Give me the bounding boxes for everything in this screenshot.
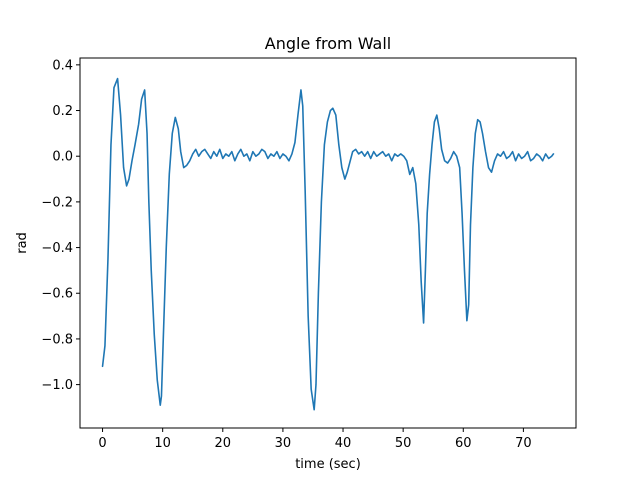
x-tick-label: 40 (335, 436, 352, 451)
x-axis: 0 10 20 30 40 50 60 70 (98, 428, 532, 451)
x-tick-label: 20 (215, 436, 232, 451)
y-tick-label: −0.6 (41, 287, 73, 302)
y-tick-label: −0.4 (41, 241, 73, 256)
axes-frame (79, 57, 577, 429)
x-tick-label: 50 (395, 436, 412, 451)
x-axis-label: time (sec) (295, 457, 361, 472)
plot-area (101, 77, 555, 411)
y-tick-label: 0.2 (52, 104, 73, 119)
x-tick-label: 10 (154, 436, 171, 451)
y-axis: 0.4 0.2 0.0 −0.2 −0.4 −0.6 −0.8 −1.0 (41, 58, 80, 393)
x-tick-label: 0 (98, 436, 106, 451)
y-tick-label: −1.0 (41, 378, 73, 393)
y-tick-label: 0.4 (52, 58, 73, 73)
y-tick-label: 0.0 (52, 150, 73, 165)
y-tick-label: −0.2 (41, 195, 73, 210)
y-axis-label: rad (15, 232, 30, 254)
chart-title: Angle from Wall (265, 34, 391, 53)
series-line (101, 77, 555, 411)
y-tick-label: −0.8 (41, 332, 73, 347)
x-tick-label: 30 (275, 436, 292, 451)
x-tick-label: 70 (515, 436, 532, 451)
x-tick-label: 60 (455, 436, 472, 451)
